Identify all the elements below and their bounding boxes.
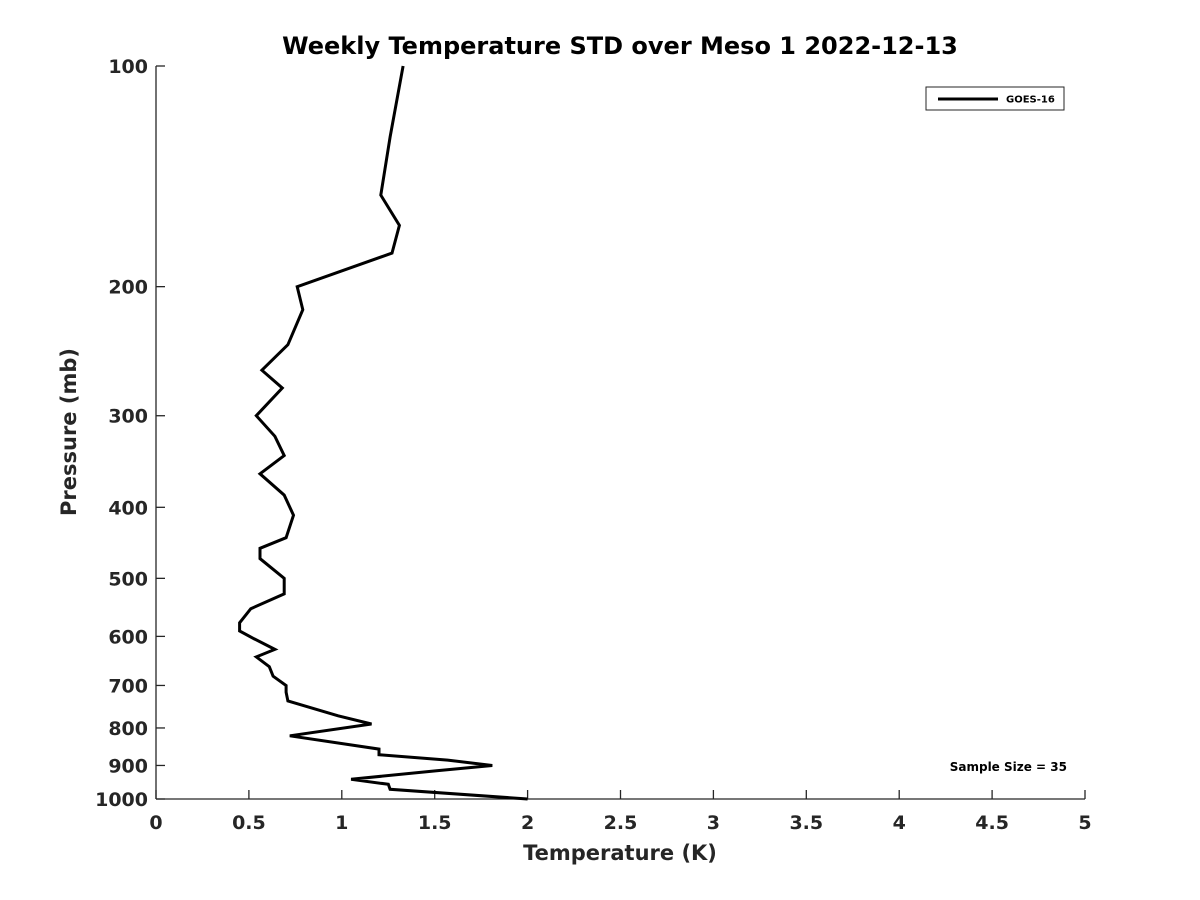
y-tick-label: 500 xyxy=(108,568,148,590)
y-tick-label: 400 xyxy=(108,497,148,519)
sample-size-annotation: Sample Size = 35 xyxy=(950,760,1067,774)
y-axis-label: Pressure (mb) xyxy=(57,348,81,516)
x-tick-label: 5 xyxy=(1078,812,1091,834)
series-layer xyxy=(238,65,528,801)
legend-label-goes16: GOES-16 xyxy=(1006,95,1055,106)
legend: GOES-16 xyxy=(925,86,1065,111)
x-tick-label: 0.5 xyxy=(232,812,266,834)
x-ticks: 0 0.5 1 1.5 2 2.5 3 3.5 4 4.5 5 xyxy=(149,790,1092,834)
series-line-goes16 xyxy=(238,65,528,801)
y-tick-label: 200 xyxy=(108,277,148,299)
y-tick-label: 800 xyxy=(108,718,148,740)
chart-title: Weekly Temperature STD over Meso 1 2022-… xyxy=(282,32,958,60)
y-tick-label: 700 xyxy=(108,675,148,697)
y-ticks: 100 200 300 400 500 600 700 800 900 1000 xyxy=(95,56,165,811)
x-tick-label: 0 xyxy=(149,812,162,834)
y-tick-label: 300 xyxy=(108,406,148,428)
y-tick-label: 1000 xyxy=(95,789,148,811)
x-tick-label: 1.5 xyxy=(418,812,452,834)
x-tick-label: 1 xyxy=(335,812,348,834)
x-tick-label: 3.5 xyxy=(789,812,823,834)
x-axis-label: Temperature (K) xyxy=(523,841,717,865)
y-tick-label: 100 xyxy=(108,56,148,78)
y-tick-label: 900 xyxy=(108,755,148,777)
x-tick-label: 4.5 xyxy=(975,812,1009,834)
y-tick-label: 600 xyxy=(108,626,148,648)
x-tick-label: 3 xyxy=(707,812,720,834)
x-tick-label: 2 xyxy=(521,812,534,834)
x-tick-label: 4 xyxy=(893,812,906,834)
x-tick-label: 2.5 xyxy=(604,812,638,834)
